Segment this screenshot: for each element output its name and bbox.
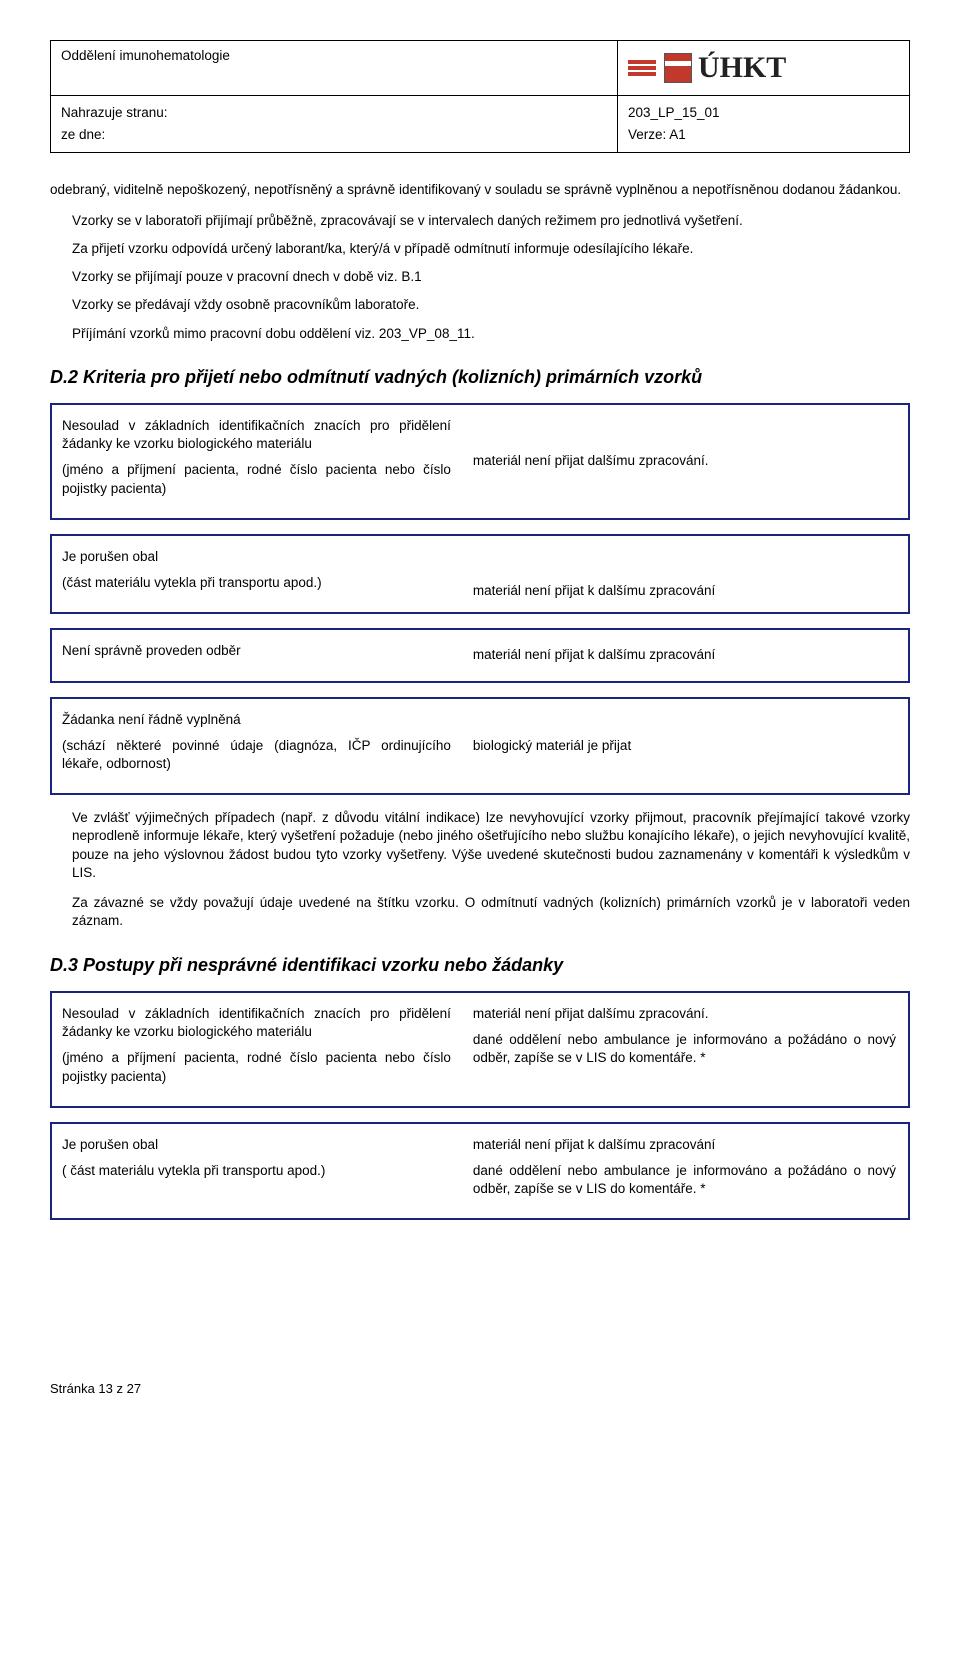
d2-box-3: Není správně proveden odběr materiál nen… [50,628,910,682]
d3-r1-r2: dané oddělení nebo ambulance je informov… [473,1031,896,1067]
version: Verze: A1 [628,126,686,144]
d2-r2-l2: (část materiálu vytekla při transportu a… [62,574,451,592]
department-title: Oddělení imunohematologie [61,48,230,63]
d2-r3-r: materiál není přijat k dalšímu zpracován… [473,646,896,664]
replaces-label: Nahrazuje stranu: [61,104,168,122]
d2-after-2: Za závazné se vždy považují údaje uveden… [72,894,910,930]
logo-mark-icon [628,60,656,76]
logo-text: ÚHKT [698,48,786,89]
d2-r4-l2: (schází některé povinné údaje (diagnóza,… [62,737,451,773]
d2-row2-left: Je porušen obal (část materiálu vytekla … [52,536,463,612]
d2-after-1: Ve zvlášť výjimečných případech (např. z… [72,809,910,882]
d3-r2-r1: materiál není přijat k dalšímu zpracován… [473,1136,896,1154]
section-d3-title: D.3 Postupy při nesprávné identifikaci v… [50,953,910,977]
intro-para-4: Vzorky se přijímají pouze v pracovní dne… [72,268,910,286]
document-header: Oddělení imunohematologie ÚHKT Nahrazuje… [50,40,910,153]
d2-r2-r: materiál není přijat k dalšímu zpracován… [473,582,896,600]
d2-r1-l2: (jméno a příjmení pacienta, rodné číslo … [62,461,451,497]
d2-row3-right: materiál není přijat k dalšímu zpracován… [463,630,908,680]
d2-row4-right: biologický materiál je přijat [463,699,908,794]
intro-para-6: Příjímání vzorků mimo pracovní dobu oddě… [72,325,910,343]
d3-r1-l2: (jméno a příjmení pacienta, rodné číslo … [62,1049,451,1085]
d2-r2-l1: Je porušen obal [62,548,451,566]
logo: ÚHKT [628,47,899,89]
intro-para-1: odebraný, viditelně nepoškozený, nepotří… [50,181,910,199]
intro-para-3: Za přijetí vzorku odpovídá určený labora… [72,240,910,258]
header-dept-cell: Oddělení imunohematologie [51,41,618,96]
d3-r2-l1: Je porušen obal [62,1136,451,1154]
header-meta-right: 203_LP_15_01 Verze: A1 [617,96,909,153]
d2-box-2: Je porušen obal (část materiálu vytekla … [50,534,910,614]
d3-r2-r2: dané oddělení nebo ambulance je informov… [473,1162,896,1198]
d2-row4-left: Žádanka není řádně vyplněná (schází někt… [52,699,463,794]
d3-row2-left: Je porušen obal ( část materiálu vytekla… [52,1124,463,1219]
logo-drop-icon [664,53,692,83]
doc-id: 203_LP_15_01 [628,104,720,122]
d3-row2-right: materiál není přijat k dalšímu zpracován… [463,1124,908,1219]
page-footer: Stránka 13 z 27 [50,1380,910,1398]
d2-row3-left: Není správně proveden odběr [52,630,463,680]
d2-r4-r: biologický materiál je přijat [473,737,896,755]
section-d2-title: D.2 Kriteria pro přijetí nebo odmítnutí … [50,365,910,389]
d3-r1-l1: Nesoulad v základních identifikačních zn… [62,1005,451,1041]
d2-box-4: Žádanka není řádně vyplněná (schází někt… [50,697,910,796]
d2-row1-left: Nesoulad v základních identifikačních zn… [52,405,463,518]
d2-r1-r: materiál není přijat dalšímu zpracování. [473,452,896,470]
intro-para-2: Vzorky se v laboratoři přijímají průběžn… [72,212,910,230]
d2-r1-l1: Nesoulad v základních identifikačních zn… [62,417,451,453]
d2-r3-l1: Není správně proveden odběr [62,642,451,660]
d2-row2-right: materiál není přijat k dalšímu zpracován… [463,536,908,612]
d2-row1-right: materiál není přijat dalšímu zpracování. [463,405,908,518]
d2-r4-l1: Žádanka není řádně vyplněná [62,711,451,729]
d3-r2-l2: ( část materiálu vytekla při transportu … [62,1162,451,1180]
date-label: ze dne: [61,126,105,144]
d3-r1-r1: materiál není přijat dalšímu zpracování. [473,1005,896,1023]
d3-box-1: Nesoulad v základních identifikačních zn… [50,991,910,1108]
header-logo-cell: ÚHKT [617,41,909,96]
d3-row1-left: Nesoulad v základních identifikačních zn… [52,993,463,1106]
header-meta-left: Nahrazuje stranu: ze dne: [51,96,618,153]
intro-para-5: Vzorky se předávají vždy osobně pracovní… [72,296,910,314]
d3-box-2: Je porušen obal ( část materiálu vytekla… [50,1122,910,1221]
d3-row1-right: materiál není přijat dalšímu zpracování.… [463,993,908,1106]
d2-box-1: Nesoulad v základních identifikačních zn… [50,403,910,520]
